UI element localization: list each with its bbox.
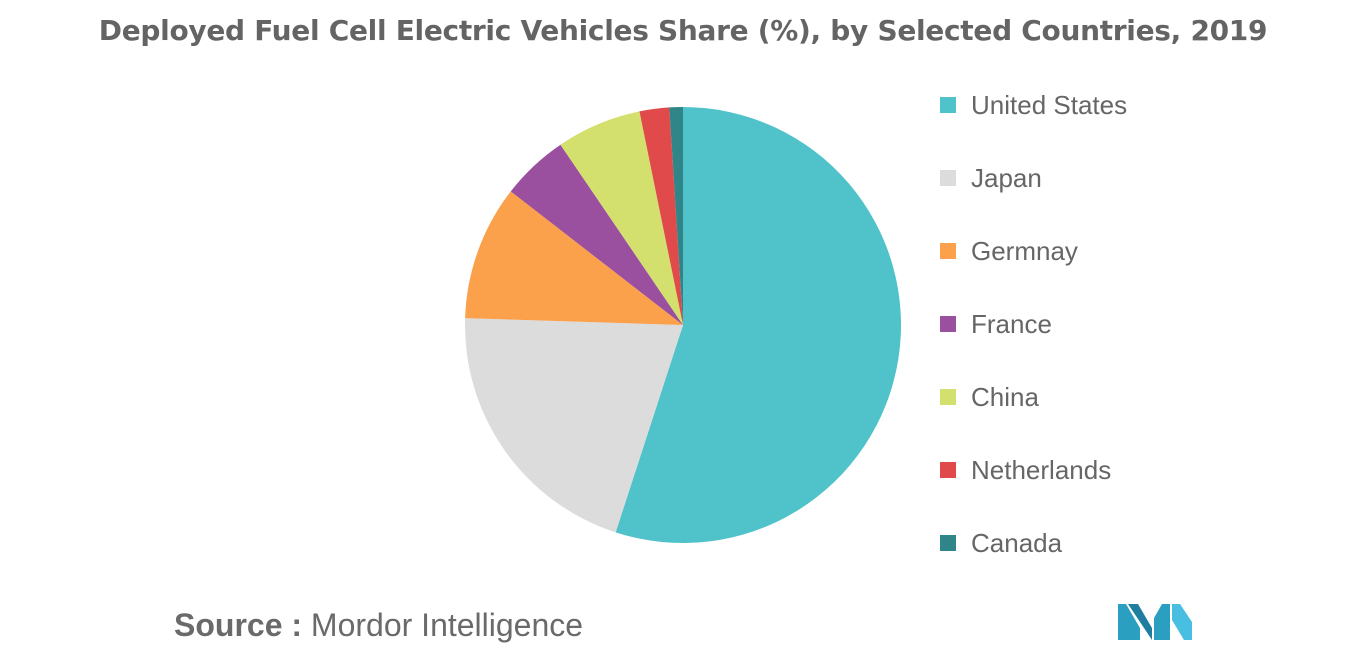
legend-item: United States	[940, 90, 1127, 120]
legend-swatch	[940, 170, 956, 186]
legend-item: France	[940, 309, 1052, 339]
legend-label: Canada	[971, 527, 1063, 558]
legend-swatch	[940, 97, 956, 113]
source-note: Source : Mordor Intelligence	[174, 607, 583, 644]
legend-label: United States	[971, 89, 1128, 120]
chart-title: Deployed Fuel Cell Electric Vehicles Sha…	[98, 14, 1268, 47]
legend-label: Netherlands	[971, 454, 1112, 485]
pie-slice-canada	[669, 107, 683, 325]
legend-label: Japan	[971, 162, 1042, 193]
pie-slice-germnay	[465, 191, 683, 325]
pie-slice-united-states	[615, 107, 902, 543]
legend-swatch	[940, 462, 956, 478]
legend-item: Japan	[940, 163, 1042, 193]
source-name: Mordor Intelligence	[310, 607, 584, 643]
mordor-intelligence-logo-icon	[1118, 604, 1192, 640]
legend-swatch	[940, 243, 956, 259]
legend-item: Netherlands	[940, 455, 1111, 485]
legend-item: China	[940, 382, 1039, 412]
pie-slice-netherlands	[639, 107, 683, 325]
legend-swatch	[940, 389, 956, 405]
legend-swatch	[940, 535, 956, 551]
legend-item: Canada	[940, 528, 1062, 558]
legend-label: Germnay	[971, 235, 1078, 266]
source-prefix: Source :	[174, 607, 303, 643]
legend-label: France	[971, 308, 1052, 339]
pie-slice-japan	[465, 318, 683, 533]
legend-label: China	[971, 381, 1039, 412]
pie-slice-france	[510, 144, 683, 325]
legend-item: Germnay	[940, 236, 1078, 266]
legend-swatch	[940, 316, 956, 332]
pie-slice-china	[560, 111, 683, 325]
